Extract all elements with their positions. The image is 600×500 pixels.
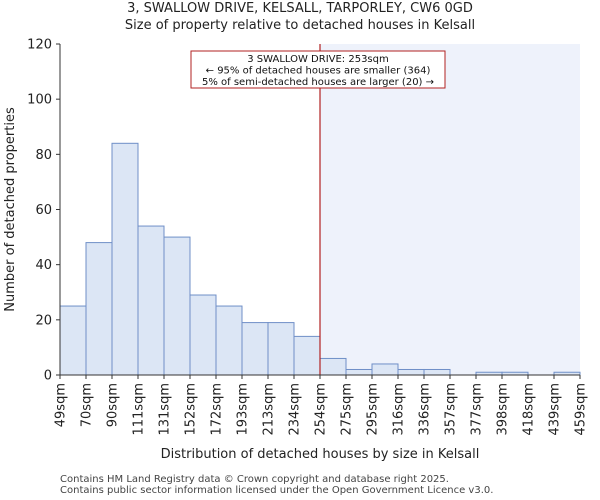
bar-193sqm	[241, 322, 269, 376]
x-tick-label: 377sqm	[470, 383, 485, 436]
x-tick-label: 90sqm	[106, 383, 121, 427]
annotation-line: ← 95% of detached houses are smaller (36…	[206, 66, 431, 77]
bar-213sqm	[267, 322, 295, 376]
x-tick-label: 152sqm	[184, 383, 199, 436]
bar-111sqm	[137, 225, 165, 376]
y-tick-label: 40	[35, 258, 52, 273]
x-tick-label: 234sqm	[288, 383, 303, 436]
annotation-line: 5% of semi-detached houses are larger (2…	[202, 77, 434, 88]
x-tick-label: 111sqm	[132, 383, 147, 436]
x-tick-label: 398sqm	[496, 383, 511, 436]
y-tick-label: 60	[35, 203, 52, 218]
x-tick-label: 418sqm	[522, 383, 537, 436]
x-tick-label: 275sqm	[340, 383, 355, 436]
x-tick-label: 49sqm	[54, 383, 69, 427]
bar-152sqm	[189, 294, 217, 376]
x-tick-label: 336sqm	[418, 383, 433, 436]
bar-131sqm	[163, 236, 191, 376]
bar-172sqm	[215, 305, 243, 376]
highlight-region	[320, 44, 580, 375]
y-tick-label: 0	[44, 369, 52, 384]
x-tick-label: 172sqm	[210, 383, 225, 436]
x-tick-label: 70sqm	[80, 383, 95, 427]
x-tick-label: 439sqm	[548, 383, 563, 436]
bar-49sqm	[59, 305, 87, 376]
chart-subtitle: Size of property relative to detached ho…	[124, 18, 476, 33]
footer-copyright: Contains HM Land Registry data © Crown c…	[60, 474, 449, 485]
bar-295sqm	[371, 363, 399, 376]
annotation-box	[190, 50, 446, 89]
chart-title: 3, SWALLOW DRIVE, KELSALL, TARPORLEY, CW…	[127, 1, 473, 16]
x-tick-label: 357sqm	[444, 383, 459, 436]
x-axis-title: Distribution of detached houses by size …	[161, 447, 480, 462]
bar-234sqm	[293, 335, 321, 376]
x-tick-label: 316sqm	[392, 383, 407, 436]
x-tick-label: 254sqm	[314, 383, 329, 436]
x-tick-label: 131sqm	[158, 383, 173, 436]
bar-70sqm	[85, 242, 113, 376]
y-tick-label: 120	[27, 38, 52, 53]
footer-licence: Contains public sector information licen…	[60, 485, 494, 496]
x-tick-label: 193sqm	[236, 383, 251, 436]
x-tick-label: 459sqm	[574, 383, 589, 436]
y-tick-label: 20	[35, 313, 52, 328]
y-tick-label: 80	[35, 148, 52, 163]
x-tick-label: 213sqm	[262, 383, 277, 436]
bar-336sqm	[423, 368, 451, 376]
y-tick-label: 100	[27, 93, 52, 108]
y-axis-title: Number of detached properties	[3, 107, 18, 312]
x-tick-label: 295sqm	[366, 383, 381, 436]
bar-254sqm	[319, 357, 347, 376]
bar-90sqm	[111, 142, 139, 376]
annotation-line: 3 SWALLOW DRIVE: 253sqm	[247, 54, 388, 65]
bar-275sqm	[345, 368, 373, 376]
bar-316sqm	[397, 368, 425, 376]
